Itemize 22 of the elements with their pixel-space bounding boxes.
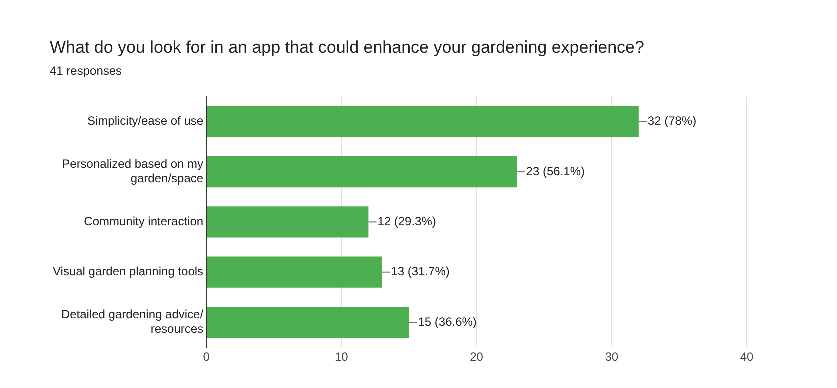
y-tick-label: Detailed gardening advice/ resources: [61, 308, 204, 336]
x-tick-label: 10: [334, 350, 349, 364]
data-label: 13 (31.7%): [391, 264, 450, 279]
x-tick-label: 20: [470, 350, 484, 364]
x-tick-label: 0: [203, 350, 210, 364]
x-tick-label: 40: [740, 350, 754, 364]
bar: [207, 156, 518, 188]
bar: [207, 206, 369, 238]
text: 41 responses: [50, 64, 122, 78]
data-label: 12 (29.3%): [378, 214, 436, 229]
bar: [207, 256, 382, 288]
data-label: 15 (36.6%): [418, 314, 477, 329]
data-label: 23 (56.1%): [526, 164, 586, 178]
y-tick-label: Simplicity/ease of use: [87, 114, 204, 128]
bar: [207, 306, 410, 338]
y-tick-label: Personalized based on my garden/space: [62, 157, 204, 186]
x-tick-label: 30: [605, 350, 619, 364]
y-tick-label: Community interaction: [84, 214, 204, 229]
chart-title: What do you look for in an app that could enhance your gardening experience?: [50, 38, 644, 57]
y-tick-label: Visual garden planning tools: [52, 264, 204, 279]
data-label: 32 (78%): [648, 114, 697, 128]
bar: [207, 106, 639, 138]
